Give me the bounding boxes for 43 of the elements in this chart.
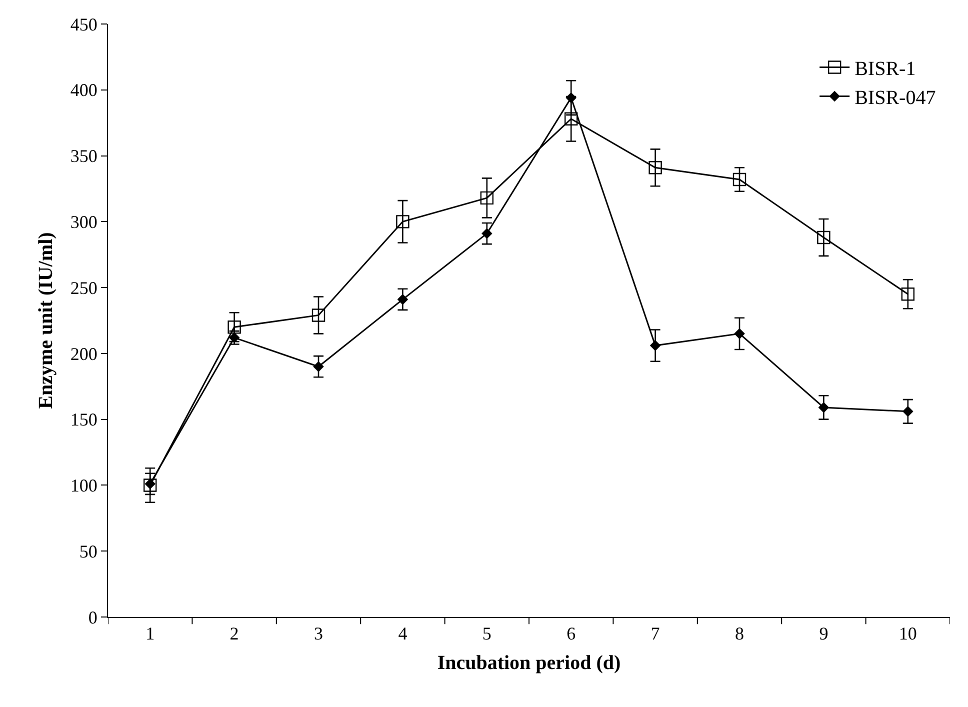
x-tick-label: 3	[314, 624, 323, 644]
point	[313, 361, 324, 372]
point	[901, 288, 914, 301]
x-axis-title: Incubation period (d)	[437, 652, 621, 674]
point	[228, 320, 241, 334]
point	[396, 215, 410, 228]
x-tick-label: 8	[735, 624, 744, 644]
point	[566, 92, 576, 103]
y-tick-label: 450	[70, 14, 98, 34]
x-tick-label: 4	[398, 624, 408, 644]
point	[144, 478, 156, 490]
y-axis-title: Enzyme unit (IU/ml)	[34, 232, 57, 409]
point	[312, 308, 326, 322]
x-tick-label: 6	[566, 624, 576, 644]
y-tick-label: 300	[70, 212, 98, 232]
point	[902, 406, 914, 417]
x-tick-label: 7	[650, 624, 660, 644]
legend-label: BISR-047	[854, 87, 936, 110]
y-tick-label: 0	[88, 607, 98, 628]
y-tick-label: 200	[70, 344, 98, 364]
legend-label: BISR-1	[854, 58, 916, 80]
point	[650, 340, 660, 351]
x-tick-label: 5	[482, 624, 492, 644]
point	[482, 228, 492, 239]
point	[480, 191, 494, 205]
y-tick-label: 350	[70, 146, 98, 166]
y-tick-label: 150	[70, 410, 98, 430]
y-tick-label: 400	[70, 80, 98, 100]
y-tick-label: 100	[70, 476, 98, 496]
x-tick-label: 9	[819, 624, 828, 644]
point	[734, 328, 745, 339]
point	[732, 172, 746, 186]
point	[398, 294, 408, 305]
point	[144, 478, 157, 492]
x-tick-label: 10	[898, 624, 917, 644]
point	[818, 402, 829, 413]
point	[817, 230, 830, 244]
x-tick-label: 2	[230, 624, 239, 644]
x-tick-label: 1	[146, 624, 155, 644]
point	[564, 112, 578, 126]
y-tick-label: 250	[70, 278, 98, 298]
y-tick-label: 50	[79, 541, 98, 562]
point	[648, 161, 662, 174]
